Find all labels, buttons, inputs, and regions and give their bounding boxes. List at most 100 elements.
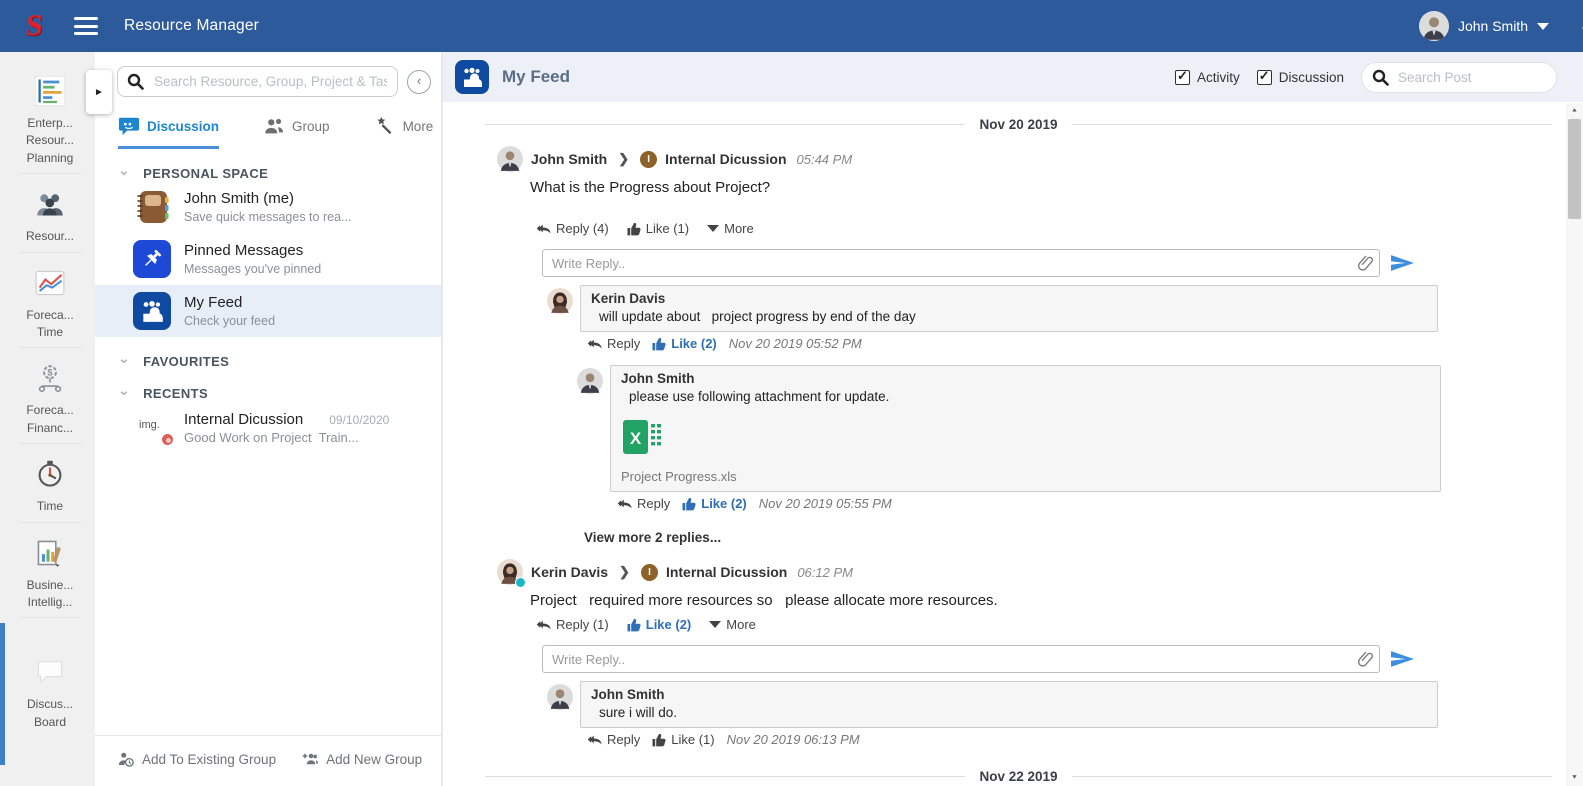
like-button[interactable]: Like (1): [627, 221, 689, 236]
tab-more[interactable]: More: [374, 115, 434, 149]
caret-down-icon: [709, 621, 722, 628]
like-button[interactable]: Like (2): [627, 617, 692, 632]
sidebar-item-label: Discus... Board: [26, 697, 73, 729]
tab-label: More: [402, 118, 434, 134]
notification-bell-icon[interactable]: [1577, 7, 1583, 44]
user-menu[interactable]: John Smith: [1418, 11, 1583, 41]
list-item-internal-dicussion[interactable]: img. Internal Dicussion 09/10/2020 Good …: [95, 401, 441, 451]
panel-expand-arrow[interactable]: [86, 70, 112, 114]
reply-button[interactable]: Reply: [617, 496, 670, 511]
like-button[interactable]: Like (1): [652, 732, 715, 747]
reply-button[interactable]: Reply: [587, 336, 640, 351]
hamburger-menu-icon[interactable]: [74, 17, 98, 35]
like-label: Like (1): [671, 732, 715, 747]
attach-file-icon[interactable]: [1357, 255, 1373, 276]
reply-button[interactable]: Reply (1): [536, 617, 609, 632]
tab-discussion[interactable]: Discussion: [118, 115, 220, 149]
view-more-replies-link[interactable]: View more 2 replies...: [584, 530, 722, 545]
reply-author: John Smith: [591, 687, 665, 702]
list-item-pinned-messages[interactable]: Pinned Messages Messages you've pinned: [95, 233, 441, 285]
section-label: RECENTS: [143, 386, 209, 401]
list-item-john-smith-me[interactable]: John Smith (me) Save quick messages to r…: [95, 181, 441, 233]
reply-item: Kerin Davis will update about project pr…: [547, 285, 1552, 351]
sidebar-item-resources[interactable]: Resour...: [0, 173, 95, 257]
reply-button[interactable]: Reply: [587, 732, 640, 747]
post-message: What is the Progress about Project?: [530, 179, 771, 196]
gantt-icon: [35, 76, 65, 106]
scroll-up-icon[interactable]: [1566, 103, 1583, 117]
like-label: Like (1): [645, 221, 690, 236]
collapse-panel-button[interactable]: [407, 69, 431, 94]
reply-card: John Smith sure i will do.: [580, 681, 1438, 728]
item-title: John Smith (me): [184, 190, 295, 208]
feed-post: Kerin Davis I Internal Dicussion 06:12 P…: [485, 559, 1552, 747]
checkbox-checked-icon[interactable]: [1256, 68, 1272, 85]
search-post-input[interactable]: [1361, 61, 1557, 93]
section-favourites[interactable]: FAVOURITES: [95, 354, 441, 369]
attachment[interactable]: X Project Progress.xls: [621, 416, 1430, 484]
group-badge: I: [640, 563, 658, 581]
more-label: More: [726, 617, 756, 632]
more-label: More: [724, 221, 754, 236]
list-item-my-feed[interactable]: My Feed Check your feed: [95, 285, 441, 337]
filter-label: Activity: [1196, 69, 1240, 85]
write-reply-input[interactable]: [542, 249, 1380, 277]
panel-search: [117, 66, 398, 97]
scrollbar-thumb[interactable]: [1568, 119, 1581, 219]
post-target[interactable]: Internal Dicussion: [665, 151, 787, 167]
feed-post: John Smith I Internal Dicussion 05:44 PM…: [485, 146, 1552, 545]
checkbox-checked-icon[interactable]: [1174, 68, 1190, 85]
item-subtitle: Good Work on Project Train...: [184, 430, 359, 445]
like-label: Like (2): [645, 617, 692, 632]
sidebar-item-label: Foreca... Financ...: [26, 403, 74, 435]
item-title: Internal Dicussion: [184, 411, 304, 428]
tab-group[interactable]: Group: [263, 115, 330, 149]
reply-label: Reply: [607, 732, 641, 747]
post-target[interactable]: Internal Dicussion: [665, 564, 788, 580]
reply-item: John Smith please use following attachme…: [577, 365, 1552, 511]
svg-text:X: X: [630, 429, 642, 448]
section-personal-space[interactable]: PERSONAL SPACE: [95, 166, 441, 181]
thumb-up-icon: [652, 733, 666, 746]
reply-button[interactable]: Reply (4): [536, 221, 609, 236]
pushpin-icon: [133, 240, 171, 278]
more-button[interactable]: More: [707, 221, 754, 236]
filter-discussion[interactable]: Discussion: [1256, 68, 1344, 85]
sidebar-item-forecast-time[interactable]: Foreca... Time: [0, 251, 95, 354]
write-reply-input[interactable]: [542, 645, 1380, 673]
reply-label: Reply (1): [556, 617, 609, 632]
attach-file-icon[interactable]: [1357, 651, 1373, 672]
date-divider: Nov 20 2019: [485, 117, 1552, 132]
sidebar-item-enterprise-resource-planning[interactable]: Enterp... Resour... Planning: [0, 66, 95, 179]
sidebar-item-business-intelligence[interactable]: Busine... Intellig...: [0, 521, 95, 624]
tab-label: Discussion: [147, 118, 220, 134]
sidebar-item-discussion-board[interactable]: Discus... Board: [0, 617, 95, 766]
search-input[interactable]: [117, 66, 398, 97]
top-bar: S Resource Manager John Smith: [0, 0, 1583, 52]
reply-author: John Smith: [621, 371, 695, 386]
add-to-existing-group-button[interactable]: Add To Existing Group: [117, 750, 276, 768]
attachment-name[interactable]: Project Progress.xls: [621, 469, 737, 484]
post-author[interactable]: John Smith: [531, 151, 608, 167]
like-button[interactable]: Like (2): [682, 496, 747, 511]
avatar: [497, 559, 526, 588]
feed-scrollbar[interactable]: [1566, 103, 1583, 786]
my-feed-icon: [455, 60, 489, 94]
reply-icon: [536, 620, 551, 630]
sidebar-item-forecast-finance[interactable]: $ Foreca... Financ...: [0, 347, 95, 449]
section-recents[interactable]: RECENTS: [95, 386, 441, 401]
sidebar-item-time[interactable]: Time: [0, 443, 95, 527]
filter-activity[interactable]: Activity: [1174, 68, 1240, 85]
scroll-down-icon[interactable]: [1566, 770, 1583, 784]
reply-author: Kerin Davis: [591, 291, 666, 306]
post-author[interactable]: Kerin Davis: [531, 564, 609, 580]
send-reply-icon[interactable]: [1391, 255, 1414, 271]
avatar: [497, 146, 523, 172]
more-button[interactable]: More: [709, 617, 756, 632]
like-label: Like (2): [701, 496, 747, 511]
reply-icon: [587, 735, 602, 745]
send-reply-icon[interactable]: [1391, 651, 1414, 667]
reply-message: please use following attachment for upda…: [629, 389, 890, 404]
add-new-group-button[interactable]: Add New Group: [300, 750, 422, 768]
like-button[interactable]: Like (2): [652, 336, 717, 351]
